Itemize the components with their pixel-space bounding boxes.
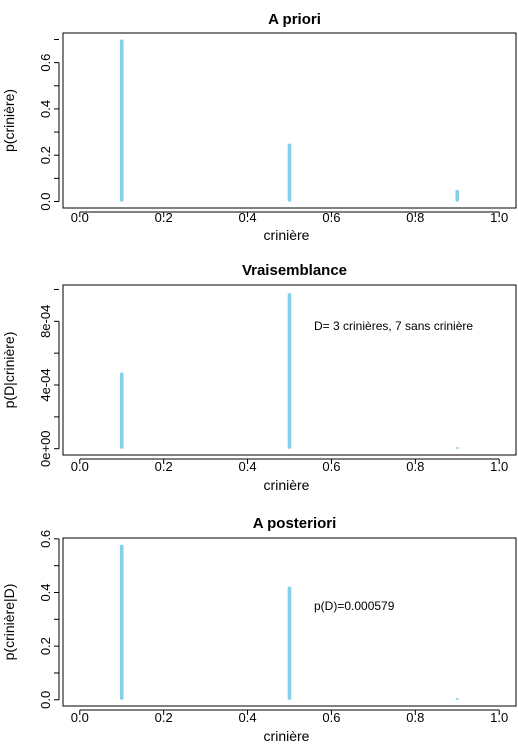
x-tick-label: 1.0: [490, 210, 508, 225]
chart-title: A priori: [268, 11, 321, 28]
x-tick-label: 0.4: [239, 459, 257, 474]
x-tick-label: 0.2: [155, 459, 173, 474]
x-tick-label: 1.0: [490, 710, 508, 725]
bar: [119, 39, 124, 202]
bar: [455, 189, 460, 202]
x-tick-label: 0.0: [71, 210, 89, 225]
bar: [287, 293, 292, 449]
x-tick-label: 0.4: [239, 210, 257, 225]
y-axis-label: p(D|crinière): [1, 332, 17, 409]
x-tick-label: 1.0: [490, 459, 508, 474]
x-tick-label: 0.2: [155, 210, 173, 225]
bar: [119, 372, 124, 449]
plot-frame: [62, 284, 517, 456]
x-tick-label: 0.2: [155, 710, 173, 725]
bar: [287, 143, 292, 202]
x-tick-label: 0.6: [322, 459, 340, 474]
y-tick-label: 0.0: [38, 192, 53, 210]
bar: [119, 544, 124, 700]
x-tick-label: 0.6: [322, 210, 340, 225]
y-tick-label: 0.0: [38, 691, 53, 709]
x-axis-label: crinière: [264, 728, 310, 744]
x-tick-label: 0.0: [71, 710, 89, 725]
x-tick-label: 0.6: [322, 710, 340, 725]
y-axis-label: p(crinière|D): [1, 584, 17, 661]
y-tick-label: 0.6: [38, 54, 53, 72]
chart-title: A posteriori: [253, 515, 337, 532]
y-tick-label: 8e-04: [38, 305, 53, 338]
plot-frame: [62, 32, 517, 209]
chart-annotation: D= 3 crinières, 7 sans crinière: [314, 319, 473, 333]
bar: [455, 698, 460, 700]
chart-annotation: p(D)=0.000579: [314, 599, 395, 613]
y-tick-label: 0e+00: [38, 430, 53, 467]
y-axis-label: p(crinière): [1, 89, 17, 152]
y-tick-label: 0.2: [38, 637, 53, 655]
y-tick-label: 4e-04: [38, 368, 53, 401]
y-tick-label: 0.6: [38, 530, 53, 548]
y-tick-label: 0.2: [38, 146, 53, 164]
x-tick-label: 0.8: [406, 710, 424, 725]
x-tick-label: 0.0: [71, 459, 89, 474]
x-tick-label: 0.8: [406, 459, 424, 474]
plot-frame: [62, 537, 517, 707]
bar: [455, 447, 460, 449]
y-tick-label: 0.4: [38, 583, 53, 601]
x-tick-label: 0.8: [406, 210, 424, 225]
x-axis-label: crinière: [264, 477, 310, 493]
x-tick-label: 0.4: [239, 710, 257, 725]
chart-title: Vraisemblance: [242, 262, 347, 279]
bar: [287, 586, 292, 700]
x-axis-label: crinière: [264, 227, 310, 243]
y-tick-label: 0.4: [38, 100, 53, 118]
